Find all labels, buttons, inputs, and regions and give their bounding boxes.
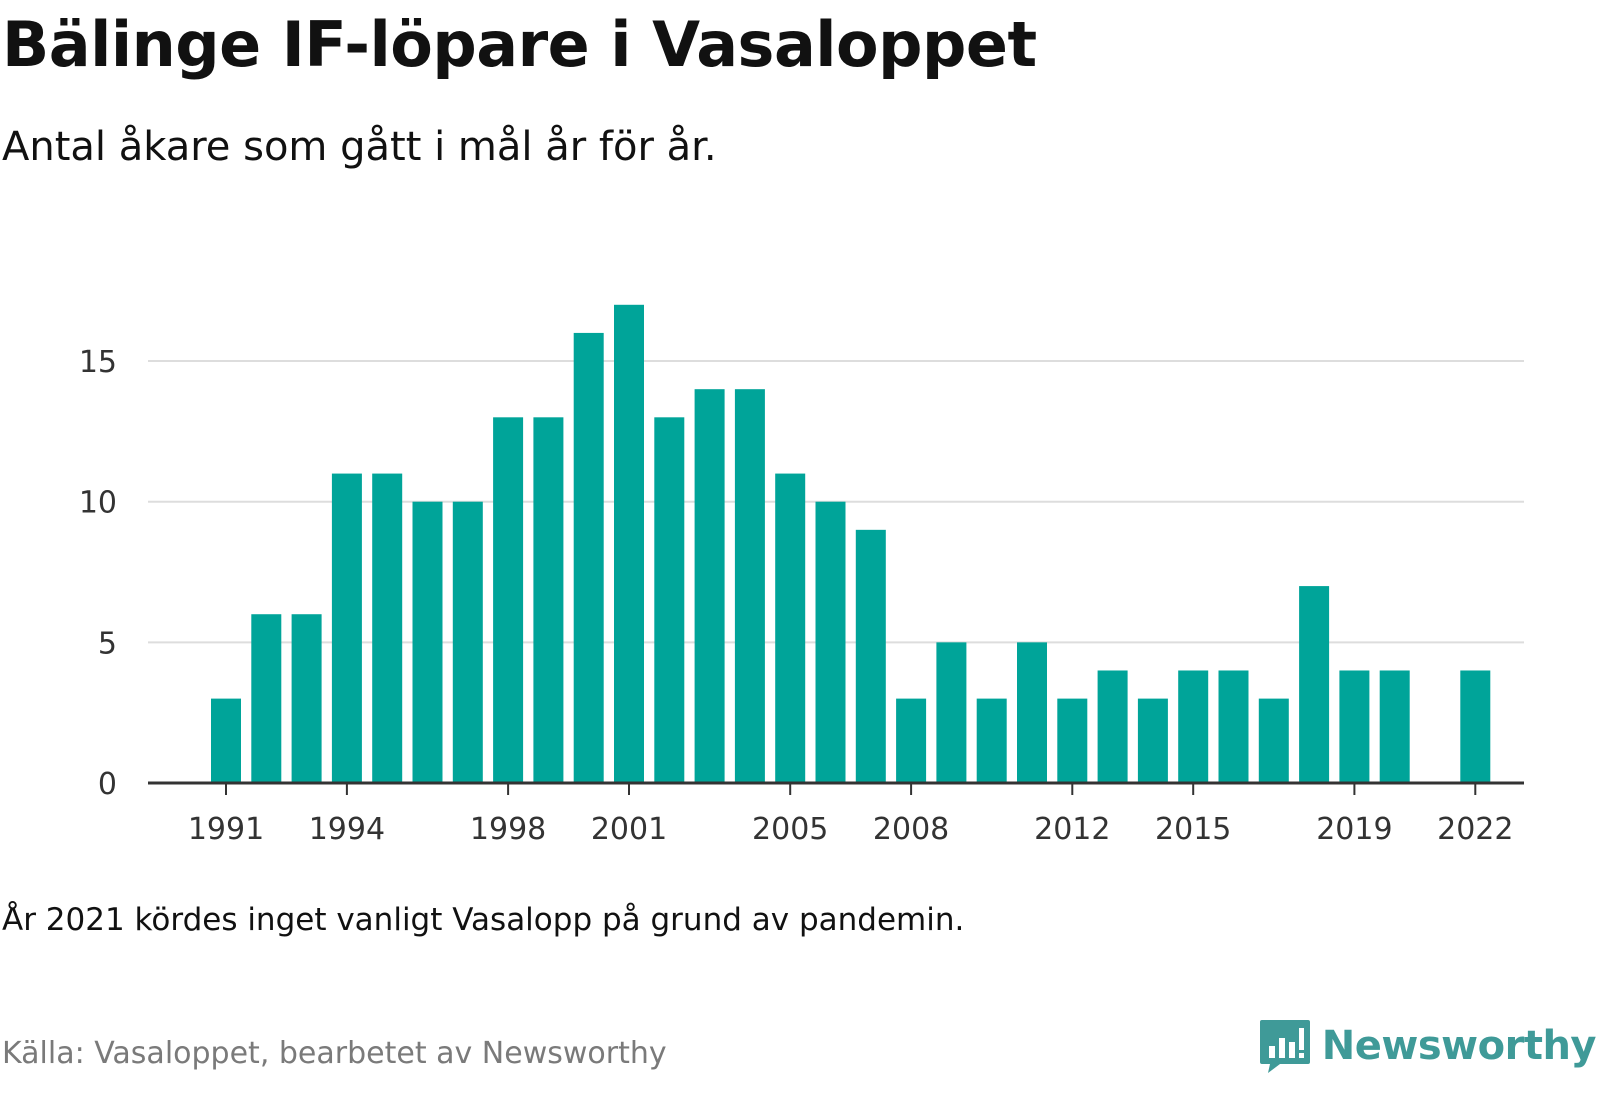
bar-1999 [533, 417, 564, 783]
bar-2017 [1258, 698, 1289, 783]
bar-1995 [372, 473, 403, 783]
axes: 0 5 10 15 1991 1994 1998 2001 2005 2008 2012 2015 20… [79, 345, 1524, 847]
y-tick-label: 0 [98, 767, 117, 802]
bar-1997 [452, 501, 483, 783]
bar-2006 [815, 501, 846, 783]
brand-name: Newsworthy [1321, 1023, 1597, 1069]
bar-2019 [1339, 670, 1370, 783]
bar-2000 [573, 332, 604, 783]
bar-2007 [855, 529, 886, 783]
bar-2005 [775, 473, 806, 783]
x-tick-label: 1998 [470, 812, 546, 847]
bar-1998 [493, 417, 524, 783]
x-tick-label: 2001 [591, 812, 667, 847]
bar-2020 [1379, 670, 1410, 783]
bar-chart: 0 5 10 15 1991 1994 1998 2001 2005 2008 2012 2015 20… [79, 304, 1524, 847]
source-credit: Källa: Vasaloppet, bearbetet av Newswort… [2, 1036, 667, 1071]
bar-1996 [412, 501, 443, 783]
bar-2015 [1178, 670, 1209, 783]
bar-1993 [291, 614, 322, 783]
bar-2002 [654, 417, 685, 783]
bar-2013 [1097, 670, 1128, 783]
x-tick-label: 1994 [309, 812, 385, 847]
bar-1991 [211, 698, 241, 783]
bar-1992 [251, 614, 282, 783]
x-tick-label: 1991 [188, 812, 264, 847]
newsworthy-logo: Newsworthy [1258, 1018, 1597, 1074]
bar-2014 [1137, 698, 1168, 783]
y-tick-label: 5 [98, 626, 117, 661]
chart-note: År 2021 kördes inget vanligt Vasalopp på… [2, 902, 965, 938]
chart-subtitle: Antal åkare som gått i mål år för år. [2, 124, 717, 170]
bar-2008 [896, 698, 927, 783]
y-tick-label: 15 [79, 345, 117, 380]
bar-2011 [1017, 642, 1047, 783]
bar-2001 [614, 304, 644, 783]
chart-title: Bälinge IF-löpare i Vasaloppet [2, 8, 1037, 81]
bar-2004 [734, 389, 765, 783]
bar-2012 [1057, 698, 1088, 783]
x-tick-label: 2019 [1316, 812, 1392, 847]
bar-2010 [976, 698, 1007, 783]
x-tick-label: 2022 [1437, 812, 1513, 847]
bar-chart-speech-bubble-icon [1259, 1020, 1310, 1073]
x-tick-label: 2015 [1155, 812, 1231, 847]
bars [211, 304, 1491, 783]
bar-2022 [1460, 670, 1491, 783]
x-tick-label: 2012 [1034, 812, 1110, 847]
bar-2018 [1299, 586, 1330, 783]
x-tick-label: 2005 [752, 812, 828, 847]
bar-2009 [936, 642, 967, 783]
bar-1994 [331, 473, 362, 783]
y-tick-label: 10 [79, 486, 117, 521]
x-tick-label: 2008 [873, 812, 949, 847]
bar-2016 [1218, 670, 1249, 783]
bar-2003 [694, 389, 725, 783]
